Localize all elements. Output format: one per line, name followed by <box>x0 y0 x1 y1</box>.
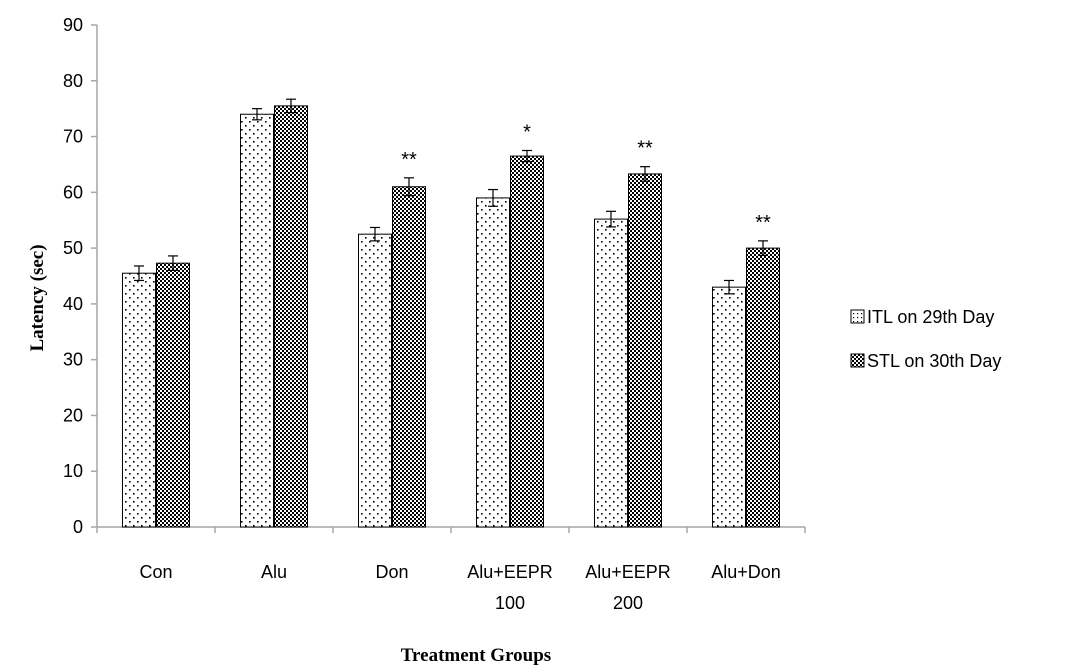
y-tick-label: 70 <box>63 127 83 147</box>
legend-label: ITL on 29th Day <box>867 307 994 327</box>
bar <box>746 247 780 528</box>
bar <box>476 197 510 528</box>
x-tick-label: Alu <box>261 562 287 582</box>
y-tick-label: 10 <box>63 461 83 481</box>
x-tick-label: 200 <box>613 593 643 613</box>
y-tick-label: 0 <box>73 517 83 537</box>
y-tick-label: 20 <box>63 405 83 425</box>
bar <box>358 233 392 528</box>
bar <box>628 173 662 528</box>
bar <box>392 186 426 528</box>
y-tick-label: 90 <box>63 15 83 35</box>
bar <box>274 105 308 528</box>
significance-label: * <box>523 122 531 144</box>
bar <box>510 155 544 528</box>
labels: 0 10 20 30 40 50 60 70 80 90 Con Alu ** Don * Alu+EEPR 1… <box>27 15 781 666</box>
bar <box>240 113 274 528</box>
significance-label: ** <box>637 138 653 160</box>
x-tick-label: 100 <box>495 593 525 613</box>
x-tick-label: Alu+EEPR <box>585 562 671 582</box>
bars <box>122 98 780 528</box>
bar <box>712 286 746 528</box>
legend-swatch <box>850 309 865 324</box>
axes <box>91 24 806 533</box>
y-tick-label: 80 <box>63 71 83 91</box>
x-tick-label: Don <box>375 562 408 582</box>
y-tick-label: 40 <box>63 294 83 314</box>
bar <box>122 272 156 528</box>
x-tick-label: Con <box>139 562 172 582</box>
x-axis-title: Treatment Groups <box>401 645 551 666</box>
x-tick-label: Alu+EEPR <box>467 562 553 582</box>
legend-swatch <box>850 353 865 368</box>
x-tick-label: Alu+Don <box>711 562 781 582</box>
bar <box>156 262 190 528</box>
y-axis-title: Latency (sec) <box>27 244 48 351</box>
legend: ITL on 29th Day STL on 30th Day <box>850 307 1001 371</box>
significance-label: ** <box>401 149 417 171</box>
legend-label: STL on 30th Day <box>867 351 1001 371</box>
bar <box>594 218 628 528</box>
y-tick-label: 30 <box>63 350 83 370</box>
y-tick-label: 50 <box>63 238 83 258</box>
y-tick-label: 60 <box>63 182 83 202</box>
significance-label: ** <box>755 212 771 234</box>
